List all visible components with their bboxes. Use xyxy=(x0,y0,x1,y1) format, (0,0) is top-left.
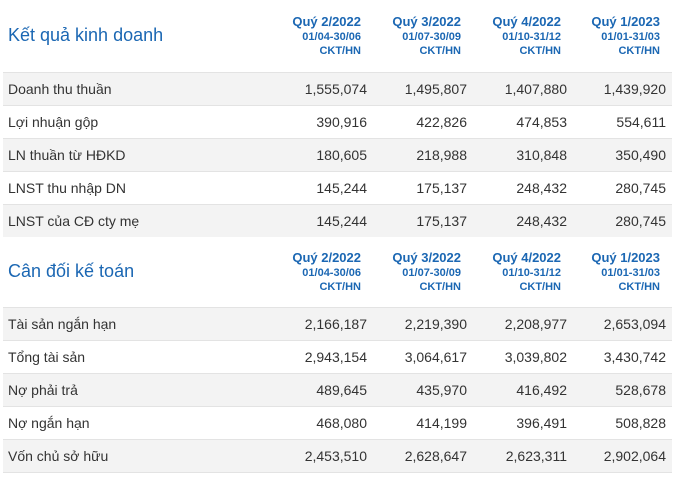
cell-value: 1,407,880 xyxy=(473,71,573,105)
table-row: Nợ phải trả 489,645 435,970 416,492 528,… xyxy=(3,372,672,406)
row-label: Nợ phải trả xyxy=(3,372,273,406)
balance-col-header: Quý 3/2022 01/07-30/09 CKT/HN xyxy=(373,237,473,307)
income-col-header: Quý 3/2022 01/07-30/09 CKT/HN xyxy=(373,0,473,72)
balance-col-header: Quý 4/2022 01/10-31/12 CKT/HN xyxy=(473,237,573,307)
quarter-range: 01/07-30/09 xyxy=(402,31,461,44)
cell-value: 528,678 xyxy=(573,372,672,406)
cell-value: 416,492 xyxy=(473,372,573,406)
income-col-header: Quý 4/2022 01/10-31/12 CKT/HN xyxy=(473,0,573,72)
income-header-row: Kết quả kinh doanh Quý 2/2022 01/04-30/0… xyxy=(3,0,672,72)
cell-value: 468,080 xyxy=(273,405,373,439)
quarter-label: Quý 1/2023 xyxy=(591,14,660,30)
balance-table: Cân đối kế toán Quý 2/2022 01/04-30/06 C… xyxy=(3,237,672,473)
cell-value: 180,605 xyxy=(273,137,373,171)
table-row: LNST của CĐ cty mẹ 145,244 175,137 248,4… xyxy=(3,203,672,237)
quarter-label: Quý 4/2022 xyxy=(492,14,561,30)
cell-value: 1,439,920 xyxy=(573,71,672,105)
row-label: Doanh thu thuần xyxy=(3,71,273,105)
cell-value: 489,645 xyxy=(273,372,373,406)
cell-value: 396,491 xyxy=(473,405,573,439)
cell-value: 280,745 xyxy=(573,203,672,237)
table-row: Tài sản ngắn hạn 2,166,187 2,219,390 2,2… xyxy=(3,306,672,340)
row-label: LN thuần từ HĐKD xyxy=(3,137,273,171)
quarter-unit: CKT/HN xyxy=(419,45,461,58)
cell-value: 145,244 xyxy=(273,203,373,237)
quarter-range: 01/10-31/12 xyxy=(502,267,561,280)
cell-value: 3,039,802 xyxy=(473,339,573,373)
income-col-header: Quý 1/2023 01/01-31/03 CKT/HN xyxy=(573,0,672,72)
cell-value: 422,826 xyxy=(373,104,473,138)
table-row: Vốn chủ sở hữu 2,453,510 2,628,647 2,623… xyxy=(3,438,672,473)
income-col-header: Quý 2/2022 01/04-30/06 CKT/HN xyxy=(273,0,373,72)
cell-value: 218,988 xyxy=(373,137,473,171)
table-row: Doanh thu thuần 1,555,074 1,495,807 1,40… xyxy=(3,71,672,105)
cell-value: 2,453,510 xyxy=(273,438,373,473)
cell-value: 175,137 xyxy=(373,203,473,237)
balance-col-header: Quý 2/2022 01/04-30/06 CKT/HN xyxy=(273,237,373,307)
quarter-label: Quý 2/2022 xyxy=(292,250,361,266)
row-label: Lợi nhuận gộp xyxy=(3,104,273,138)
cell-value: 474,853 xyxy=(473,104,573,138)
cell-value: 310,848 xyxy=(473,137,573,171)
cell-value: 2,943,154 xyxy=(273,339,373,373)
cell-value: 2,623,311 xyxy=(473,438,573,473)
row-label: Tổng tài sản xyxy=(3,339,273,373)
quarter-range: 01/04-30/06 xyxy=(302,267,361,280)
table-row: Lợi nhuận gộp 390,916 422,826 474,853 55… xyxy=(3,104,672,138)
table-row: LN thuần từ HĐKD 180,605 218,988 310,848… xyxy=(3,137,672,171)
table-row: LNST thu nhập DN 145,244 175,137 248,432… xyxy=(3,170,672,204)
cell-value: 508,828 xyxy=(573,405,672,439)
cell-value: 3,064,617 xyxy=(373,339,473,373)
balance-header-row: Cân đối kế toán Quý 2/2022 01/04-30/06 C… xyxy=(3,237,672,307)
table-row: Tổng tài sản 2,943,154 3,064,617 3,039,8… xyxy=(3,339,672,373)
cell-value: 2,902,064 xyxy=(573,438,672,473)
table-row: Nợ ngắn hạn 468,080 414,199 396,491 508,… xyxy=(3,405,672,439)
quarter-label: Quý 4/2022 xyxy=(492,250,561,266)
quarter-label: Quý 3/2022 xyxy=(392,14,461,30)
cell-value: 248,432 xyxy=(473,203,573,237)
quarter-unit: CKT/HN xyxy=(618,45,660,58)
quarter-unit: CKT/HN xyxy=(519,45,561,58)
row-label: LNST của CĐ cty mẹ xyxy=(3,203,273,237)
quarter-range: 01/10-31/12 xyxy=(502,31,561,44)
cell-value: 248,432 xyxy=(473,170,573,204)
cell-value: 3,430,742 xyxy=(573,339,672,373)
cell-value: 280,745 xyxy=(573,170,672,204)
cell-value: 350,490 xyxy=(573,137,672,171)
row-label: Tài sản ngắn hạn xyxy=(3,306,273,340)
cell-value: 175,137 xyxy=(373,170,473,204)
row-label: Nợ ngắn hạn xyxy=(3,405,273,439)
quarter-unit: CKT/HN xyxy=(519,281,561,294)
cell-value: 145,244 xyxy=(273,170,373,204)
quarter-label: Quý 2/2022 xyxy=(292,14,361,30)
quarter-unit: CKT/HN xyxy=(419,281,461,294)
quarter-unit: CKT/HN xyxy=(319,45,361,58)
cell-value: 2,166,187 xyxy=(273,306,373,340)
cell-value: 414,199 xyxy=(373,405,473,439)
quarter-range: 01/04-30/06 xyxy=(302,31,361,44)
cell-value: 2,653,094 xyxy=(573,306,672,340)
cell-value: 1,555,074 xyxy=(273,71,373,105)
cell-value: 2,208,977 xyxy=(473,306,573,340)
quarter-unit: CKT/HN xyxy=(319,281,361,294)
quarter-range: 01/07-30/09 xyxy=(402,267,461,280)
cell-value: 435,970 xyxy=(373,372,473,406)
cell-value: 390,916 xyxy=(273,104,373,138)
income-section-title: Kết quả kinh doanh xyxy=(8,25,164,46)
quarter-label: Quý 1/2023 xyxy=(591,250,660,266)
balance-section-title: Cân đối kế toán xyxy=(8,261,135,282)
quarter-range: 01/01-31/03 xyxy=(601,267,660,280)
cell-value: 2,628,647 xyxy=(373,438,473,473)
row-label: LNST thu nhập DN xyxy=(3,170,273,204)
cell-value: 1,495,807 xyxy=(373,71,473,105)
cell-value: 2,219,390 xyxy=(373,306,473,340)
income-table: Kết quả kinh doanh Quý 2/2022 01/04-30/0… xyxy=(3,0,672,237)
row-label: Vốn chủ sở hữu xyxy=(3,438,273,473)
quarter-range: 01/01-31/03 xyxy=(601,31,660,44)
cell-value: 554,611 xyxy=(573,104,672,138)
quarter-unit: CKT/HN xyxy=(618,281,660,294)
balance-col-header: Quý 1/2023 01/01-31/03 CKT/HN xyxy=(573,237,672,307)
quarter-label: Quý 3/2022 xyxy=(392,250,461,266)
